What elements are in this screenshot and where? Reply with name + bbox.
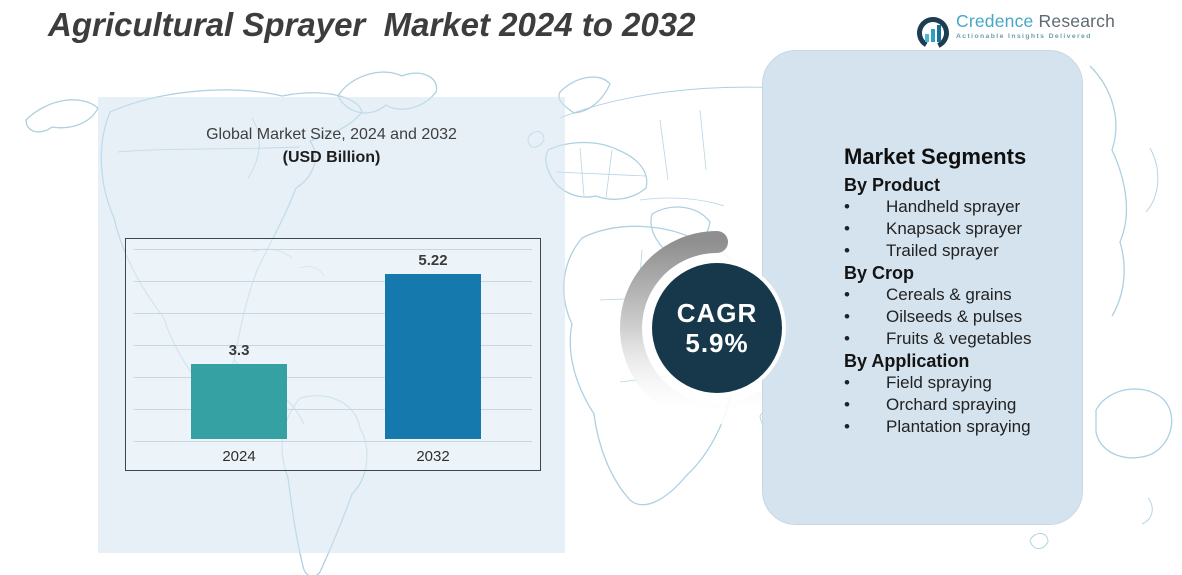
- segment-item: • Trailed sprayer: [844, 240, 1068, 262]
- segment-item: • Oilseeds & pulses: [844, 306, 1068, 328]
- credence-research-logo: Credence Research Actionable Insights De…: [914, 11, 1116, 51]
- segment-item: • Cereals & grains: [844, 284, 1068, 306]
- cagr-value: 5.9%: [685, 328, 749, 358]
- gridline: [134, 345, 532, 346]
- bullet-icon: •: [844, 395, 850, 414]
- bullet-icon: •: [844, 197, 850, 216]
- segment-item-label: Oilseeds & pulses: [886, 307, 1023, 326]
- bullet-icon: •: [844, 373, 850, 392]
- market-segments-content: Market Segments By Product • Handheld spr…: [844, 144, 1068, 438]
- gridline: [134, 441, 532, 442]
- segment-item-label: Knapsack sprayer: [886, 219, 1023, 238]
- gridline: [134, 281, 532, 282]
- map-new-zealand-line: [1141, 497, 1153, 525]
- bullet-icon: •: [844, 219, 850, 238]
- bar-2024: [191, 364, 287, 439]
- map-scandinavia-outline: [558, 76, 611, 114]
- bullet-icon: •: [844, 329, 850, 348]
- segment-item: • Fruits & vegetables: [844, 328, 1068, 350]
- segment-item: • Handheld sprayer: [844, 196, 1068, 218]
- chart-subtitle: (USD Billion): [282, 149, 381, 166]
- bullet-icon: •: [844, 241, 850, 260]
- logo-brand-secondary: Research: [1038, 11, 1116, 31]
- cagr-badge: CAGR 5.9%: [652, 263, 782, 393]
- gridline: [134, 249, 532, 250]
- segment-item-label: Orchard spraying: [886, 395, 1017, 414]
- segment-item: • Knapsack sprayer: [844, 218, 1068, 240]
- bar-value-2024: 3.3: [228, 342, 250, 359]
- gridline: [134, 313, 532, 314]
- gridline: [134, 409, 532, 410]
- logo-text: Credence Research Actionable Insights De…: [956, 11, 1116, 40]
- segment-item-label: Plantation spraying: [886, 417, 1031, 436]
- segment-item-label: Fruits & vegetables: [886, 329, 1032, 348]
- bullet-icon: •: [844, 307, 850, 326]
- map-japan-line: [1145, 147, 1159, 213]
- market-segments-panel: Market Segments By Product • Handheld spr…: [762, 50, 1083, 525]
- axis-label-2024: 2024: [222, 448, 256, 465]
- page-title: Agricultural Sprayer Market 2024 to 2032: [48, 6, 696, 43]
- axis-label-2032: 2032: [416, 448, 450, 465]
- segment-item-label: Field spraying: [886, 373, 992, 392]
- logo-brand-primary: Credence: [956, 11, 1034, 31]
- logo-brand: Credence Research: [956, 11, 1116, 31]
- map-europe-borders-line: [555, 147, 647, 199]
- segment-item-label: Trailed sprayer: [886, 241, 999, 260]
- map-central-asia-borders-line: [639, 109, 725, 207]
- chart-backdrop: [98, 97, 565, 553]
- bar-chart: 3.3 5.22 2024 2032: [125, 238, 541, 471]
- bullet-icon: •: [844, 285, 850, 304]
- map-east-asia-coast-line: [1089, 65, 1128, 317]
- logo-tagline: Actionable Insights Delivered: [956, 32, 1092, 40]
- segment-item: • Field spraying: [844, 372, 1068, 394]
- segment-item-label: Cereals & grains: [886, 285, 1012, 304]
- segment-group-title-product: By Product: [844, 175, 941, 195]
- segment-item-label: Handheld sprayer: [886, 197, 1021, 216]
- map-small-island-outline: [1029, 533, 1049, 549]
- chart-title: Global Market Size, 2024 and 2032: [206, 126, 457, 143]
- segment-group-title-application: By Application: [844, 351, 970, 371]
- map-australia-outline: [1095, 388, 1173, 459]
- segments-heading: Market Segments: [844, 144, 1027, 169]
- bullet-icon: •: [844, 417, 850, 436]
- map-alaska-outline: [25, 99, 99, 133]
- bar-value-2032: 5.22: [418, 252, 448, 269]
- segment-group-title-crop: By Crop: [844, 263, 915, 283]
- segment-item: • Plantation spraying: [844, 416, 1068, 438]
- segment-item: • Orchard spraying: [844, 394, 1068, 416]
- cagr-label: CAGR: [676, 298, 758, 328]
- bar-2032: [385, 274, 481, 439]
- gridline: [134, 377, 532, 378]
- bar-chart-ring-icon: [917, 17, 949, 49]
